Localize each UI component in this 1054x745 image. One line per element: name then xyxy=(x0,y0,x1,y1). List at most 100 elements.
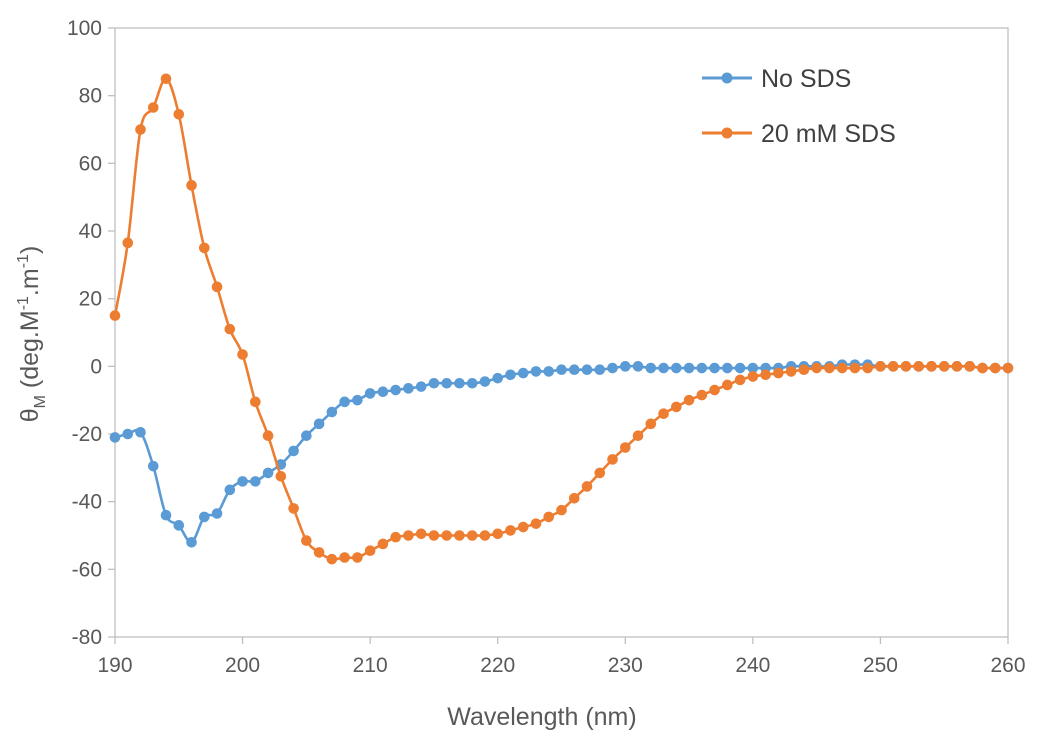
data-point-20-mm-sds[interactable] xyxy=(900,361,912,372)
data-point-20-mm-sds[interactable] xyxy=(109,310,121,321)
data-point-20-mm-sds[interactable] xyxy=(977,362,988,374)
data-point-20-mm-sds[interactable] xyxy=(390,531,401,543)
data-point-20-mm-sds[interactable] xyxy=(517,521,529,533)
data-point-20-mm-sds[interactable] xyxy=(683,394,695,406)
data-point-no-sds[interactable] xyxy=(709,362,720,374)
data-point-no-sds[interactable] xyxy=(109,432,121,443)
data-point-20-mm-sds[interactable] xyxy=(709,384,720,396)
data-point-20-mm-sds[interactable] xyxy=(875,361,886,372)
data-point-no-sds[interactable] xyxy=(211,508,223,519)
data-point-no-sds[interactable] xyxy=(250,476,261,487)
data-point-20-mm-sds[interactable] xyxy=(250,396,261,408)
data-point-20-mm-sds[interactable] xyxy=(160,73,172,85)
data-point-20-mm-sds[interactable] xyxy=(607,454,618,465)
data-point-no-sds[interactable] xyxy=(454,377,465,389)
data-point-no-sds[interactable] xyxy=(415,381,427,392)
data-point-20-mm-sds[interactable] xyxy=(492,528,504,540)
data-point-no-sds[interactable] xyxy=(568,364,580,376)
data-point-20-mm-sds[interactable] xyxy=(938,361,950,372)
data-point-no-sds[interactable] xyxy=(466,377,478,389)
data-point-no-sds[interactable] xyxy=(632,361,644,372)
data-point-20-mm-sds[interactable] xyxy=(581,481,593,492)
data-point-20-mm-sds[interactable] xyxy=(849,362,861,374)
data-point-no-sds[interactable] xyxy=(224,484,236,496)
data-point-no-sds[interactable] xyxy=(186,536,197,548)
data-point-20-mm-sds[interactable] xyxy=(658,408,669,420)
data-point-20-mm-sds[interactable] xyxy=(722,379,733,391)
data-point-20-mm-sds[interactable] xyxy=(466,530,478,541)
data-point-no-sds[interactable] xyxy=(173,520,185,531)
data-point-20-mm-sds[interactable] xyxy=(556,504,567,516)
data-point-no-sds[interactable] xyxy=(147,460,159,472)
data-point-no-sds[interactable] xyxy=(160,509,172,521)
data-point-20-mm-sds[interactable] xyxy=(645,418,657,430)
data-point-no-sds[interactable] xyxy=(607,362,618,374)
data-point-no-sds[interactable] xyxy=(390,384,401,396)
data-point-20-mm-sds[interactable] xyxy=(403,530,414,541)
data-point-20-mm-sds[interactable] xyxy=(326,553,338,565)
data-point-20-mm-sds[interactable] xyxy=(237,349,248,360)
data-point-no-sds[interactable] xyxy=(479,376,491,387)
data-point-20-mm-sds[interactable] xyxy=(186,180,197,191)
data-point-20-mm-sds[interactable] xyxy=(199,242,210,254)
data-point-20-mm-sds[interactable] xyxy=(441,530,452,541)
legend-entry-20mm-sds[interactable]: 20 mM SDS xyxy=(702,120,896,148)
data-point-20-mm-sds[interactable] xyxy=(734,374,746,386)
data-point-no-sds[interactable] xyxy=(734,362,746,374)
data-point-20-mm-sds[interactable] xyxy=(926,361,937,372)
data-point-20-mm-sds[interactable] xyxy=(747,371,759,382)
data-point-20-mm-sds[interactable] xyxy=(632,430,644,441)
data-point-20-mm-sds[interactable] xyxy=(262,430,274,441)
data-point-no-sds[interactable] xyxy=(262,467,274,479)
data-point-20-mm-sds[interactable] xyxy=(377,538,389,550)
data-point-no-sds[interactable] xyxy=(122,428,134,440)
data-point-no-sds[interactable] xyxy=(352,394,363,406)
data-point-20-mm-sds[interactable] xyxy=(989,362,1001,374)
data-point-20-mm-sds[interactable] xyxy=(135,124,146,135)
data-point-20-mm-sds[interactable] xyxy=(773,367,784,379)
data-point-20-mm-sds[interactable] xyxy=(619,442,631,453)
data-point-20-mm-sds[interactable] xyxy=(671,401,682,413)
data-point-20-mm-sds[interactable] xyxy=(211,281,223,293)
data-point-20-mm-sds[interactable] xyxy=(811,362,822,374)
data-point-20-mm-sds[interactable] xyxy=(313,547,325,558)
data-point-20-mm-sds[interactable] xyxy=(696,389,708,401)
data-point-no-sds[interactable] xyxy=(505,369,516,381)
data-point-no-sds[interactable] xyxy=(696,362,708,374)
data-point-no-sds[interactable] xyxy=(594,364,606,376)
data-point-20-mm-sds[interactable] xyxy=(594,467,606,479)
data-point-20-mm-sds[interactable] xyxy=(568,492,580,504)
data-point-no-sds[interactable] xyxy=(403,383,414,394)
data-point-no-sds[interactable] xyxy=(645,362,657,374)
data-point-20-mm-sds[interactable] xyxy=(147,102,159,113)
data-point-no-sds[interactable] xyxy=(301,430,312,441)
data-point-no-sds[interactable] xyxy=(288,445,299,457)
data-point-no-sds[interactable] xyxy=(722,362,733,374)
data-point-no-sds[interactable] xyxy=(683,362,695,374)
data-point-20-mm-sds[interactable] xyxy=(836,362,848,374)
data-point-no-sds[interactable] xyxy=(326,406,338,418)
data-point-no-sds[interactable] xyxy=(441,377,452,389)
data-point-no-sds[interactable] xyxy=(530,366,542,377)
data-point-20-mm-sds[interactable] xyxy=(760,369,771,381)
data-point-no-sds[interactable] xyxy=(619,361,631,372)
data-point-20-mm-sds[interactable] xyxy=(530,518,542,529)
data-point-no-sds[interactable] xyxy=(658,362,669,374)
data-point-20-mm-sds[interactable] xyxy=(352,552,363,563)
data-point-20-mm-sds[interactable] xyxy=(951,361,963,372)
data-point-20-mm-sds[interactable] xyxy=(862,362,873,374)
data-point-20-mm-sds[interactable] xyxy=(913,361,924,372)
data-point-no-sds[interactable] xyxy=(199,511,210,523)
data-point-no-sds[interactable] xyxy=(339,396,350,408)
data-point-20-mm-sds[interactable] xyxy=(785,366,797,377)
data-point-no-sds[interactable] xyxy=(135,427,146,438)
data-point-20-mm-sds[interactable] xyxy=(364,545,376,557)
legend-entry-no-sds[interactable]: No SDS xyxy=(702,65,851,93)
data-point-no-sds[interactable] xyxy=(517,367,529,379)
data-point-20-mm-sds[interactable] xyxy=(479,530,491,541)
data-point-20-mm-sds[interactable] xyxy=(428,530,440,541)
data-point-no-sds[interactable] xyxy=(556,364,567,376)
data-point-20-mm-sds[interactable] xyxy=(824,362,835,374)
data-point-20-mm-sds[interactable] xyxy=(301,535,312,546)
data-point-20-mm-sds[interactable] xyxy=(122,237,134,249)
